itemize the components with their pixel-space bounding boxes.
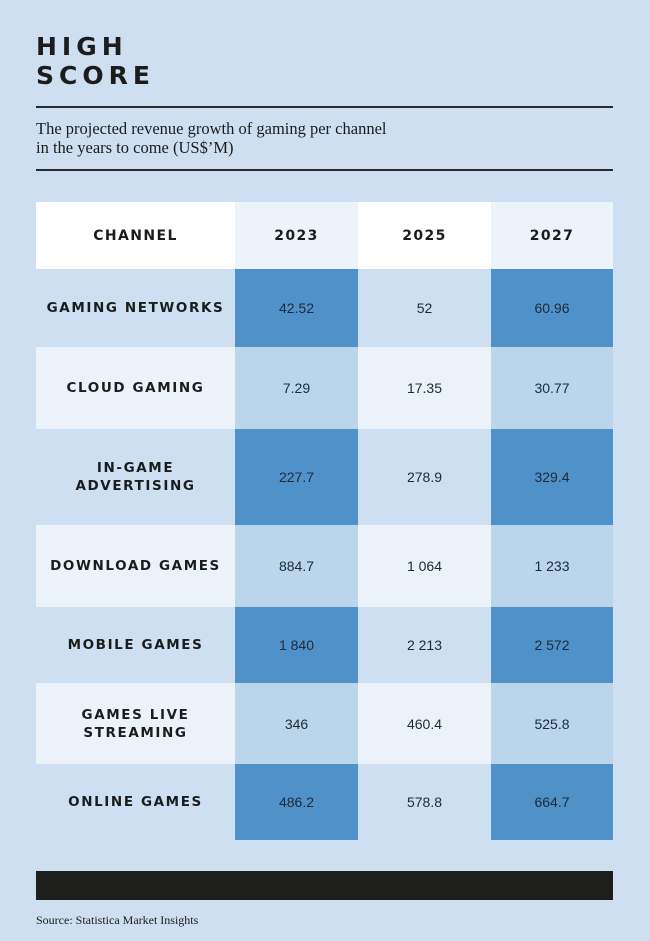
data-cell: 2 572 <box>491 607 613 683</box>
source-note: Source: Statistica Market Insights <box>36 913 199 927</box>
row-label: GAMING NETWORKS <box>36 269 235 347</box>
divider <box>36 106 613 108</box>
table-row: MOBILE GAMES 1 840 2 213 2 572 <box>36 607 613 683</box>
data-cell: 329.4 <box>491 429 613 525</box>
subtitle-line: in the years to come (US$’M) <box>36 138 234 157</box>
data-cell: 578.8 <box>358 764 491 840</box>
table-row: ONLINE GAMES 486.2 578.8 664.7 <box>36 764 613 840</box>
data-cell: 60.96 <box>491 269 613 347</box>
footer-bar <box>36 871 613 900</box>
divider <box>36 169 613 171</box>
data-cell: 42.52 <box>235 269 358 347</box>
data-cell: 2 213 <box>358 607 491 683</box>
table-row: CLOUD GAMING 7.29 17.35 30.77 <box>36 347 613 429</box>
row-label: IN-GAME ADVERTISING <box>36 429 235 525</box>
column-header-2027: 2027 <box>491 202 613 269</box>
row-label: MOBILE GAMES <box>36 607 235 683</box>
page-title: HIGH SCORE <box>36 32 155 90</box>
table-row: GAMING NETWORKS 42.52 52 60.96 <box>36 269 613 347</box>
table-row: IN-GAME ADVERTISING 227.7 278.9 329.4 <box>36 429 613 525</box>
data-cell: 17.35 <box>358 347 491 429</box>
subtitle-line: The projected revenue growth of gaming p… <box>36 119 387 138</box>
data-cell: 52 <box>358 269 491 347</box>
column-header-channel: CHANNEL <box>36 202 235 269</box>
data-cell: 227.7 <box>235 429 358 525</box>
title-line: HIGH <box>36 32 128 61</box>
column-header-2025: 2025 <box>358 202 491 269</box>
table-row: GAMES LIVE STREAMING 346 460.4 525.8 <box>36 683 613 764</box>
row-label: GAMES LIVE STREAMING <box>36 683 235 764</box>
subtitle: The projected revenue growth of gaming p… <box>36 119 486 157</box>
row-label: CLOUD GAMING <box>36 347 235 429</box>
data-cell: 664.7 <box>491 764 613 840</box>
row-label: ONLINE GAMES <box>36 764 235 840</box>
data-cell: 525.8 <box>491 683 613 764</box>
data-cell: 7.29 <box>235 347 358 429</box>
row-label: DOWNLOAD GAMES <box>36 525 235 607</box>
data-cell: 30.77 <box>491 347 613 429</box>
data-cell: 460.4 <box>358 683 491 764</box>
table-header-row: CHANNEL 2023 2025 2027 <box>36 202 613 269</box>
title-line: SCORE <box>36 61 155 90</box>
data-cell: 1 840 <box>235 607 358 683</box>
column-header-2023: 2023 <box>235 202 358 269</box>
data-cell: 884.7 <box>235 525 358 607</box>
data-cell: 486.2 <box>235 764 358 840</box>
data-cell: 346 <box>235 683 358 764</box>
revenue-table: CHANNEL 2023 2025 2027 GAMING NETWORKS 4… <box>36 202 613 840</box>
table-row: DOWNLOAD GAMES 884.7 1 064 1 233 <box>36 525 613 607</box>
data-cell: 1 233 <box>491 525 613 607</box>
data-cell: 1 064 <box>358 525 491 607</box>
data-cell: 278.9 <box>358 429 491 525</box>
